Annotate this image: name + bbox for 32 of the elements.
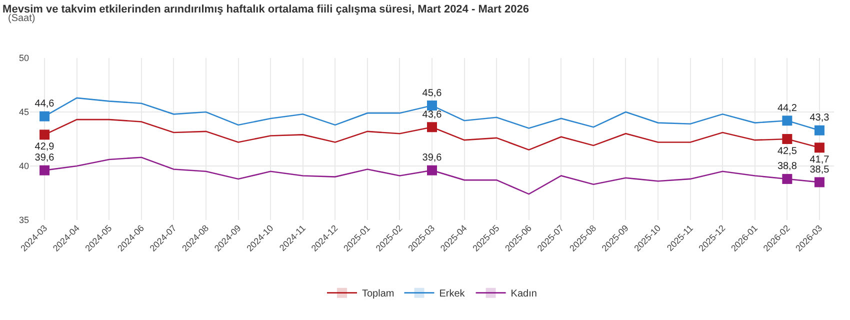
legend-label: Kadın [510, 288, 537, 300]
point [814, 142, 824, 153]
legend-label: Erkek [439, 288, 466, 300]
chart-subtitle: (Saat) [8, 13, 36, 24]
data-label: 44,2 [777, 102, 798, 114]
data-label: 45,6 [422, 88, 442, 99]
data-label: 38,8 [777, 161, 798, 172]
data-label: 43,3 [810, 112, 830, 124]
point [427, 100, 437, 111]
data-label: 38,5 [810, 164, 830, 176]
point [40, 111, 50, 122]
point [782, 116, 792, 126]
data-label: 39,6 [34, 152, 55, 164]
y-tick-label: 40 [18, 161, 29, 172]
point [814, 125, 824, 136]
y-tick-label: 50 [18, 53, 29, 64]
data-label: 39,6 [422, 152, 442, 164]
point [782, 134, 792, 144]
data-label: 42,9 [34, 141, 55, 152]
data-label: 43,6 [422, 109, 442, 120]
point [40, 165, 50, 176]
point [40, 130, 50, 140]
y-tick-label: 45 [18, 107, 29, 118]
data-label: 44,6 [34, 98, 55, 110]
legend-label: Toplam [362, 288, 394, 300]
point [814, 177, 824, 188]
point [427, 165, 437, 176]
point [782, 174, 792, 184]
data-label: 41,7 [810, 154, 830, 166]
y-tick-label: 35 [18, 215, 29, 226]
point [427, 122, 437, 132]
data-label: 42,5 [777, 146, 798, 157]
